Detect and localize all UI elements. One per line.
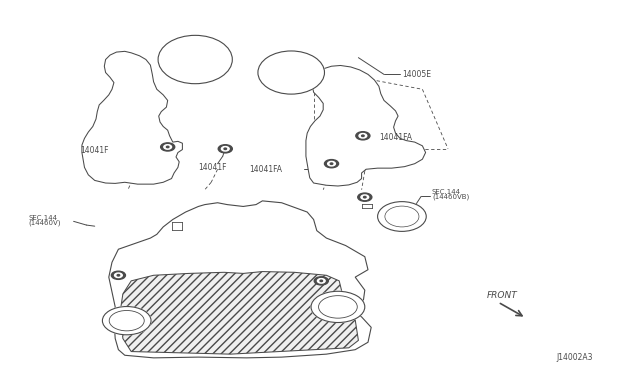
Text: J14002A3: J14002A3 [557, 353, 593, 362]
Circle shape [221, 147, 229, 151]
Circle shape [324, 160, 339, 168]
Circle shape [115, 273, 122, 278]
Polygon shape [120, 272, 358, 354]
Text: (14460V): (14460V) [29, 220, 61, 227]
Polygon shape [306, 65, 426, 186]
Text: (14460VB): (14460VB) [432, 194, 469, 201]
Circle shape [317, 279, 325, 283]
Circle shape [361, 195, 369, 199]
Circle shape [314, 277, 328, 285]
Circle shape [161, 143, 175, 151]
Circle shape [359, 134, 367, 138]
Circle shape [102, 307, 151, 335]
Circle shape [311, 291, 365, 323]
Text: 14041FA: 14041FA [380, 133, 413, 142]
Circle shape [356, 132, 370, 140]
Ellipse shape [378, 202, 426, 231]
Text: SEC.144: SEC.144 [432, 189, 461, 195]
Circle shape [224, 148, 227, 150]
Ellipse shape [258, 51, 324, 94]
Circle shape [164, 145, 172, 149]
Circle shape [117, 275, 120, 276]
Text: FRONT: FRONT [486, 291, 517, 300]
Circle shape [364, 196, 366, 198]
Text: 14005E: 14005E [402, 70, 431, 79]
Circle shape [328, 161, 335, 166]
Polygon shape [109, 201, 371, 358]
Text: 14041F: 14041F [198, 163, 227, 172]
Circle shape [218, 145, 232, 153]
Polygon shape [82, 51, 182, 184]
Ellipse shape [158, 35, 232, 84]
Circle shape [358, 193, 372, 201]
Circle shape [111, 271, 125, 279]
Circle shape [330, 163, 333, 164]
Text: 14041F: 14041F [80, 146, 109, 155]
Text: SEC.144: SEC.144 [29, 215, 58, 221]
Text: 14041FA: 14041FA [250, 165, 283, 174]
Circle shape [320, 280, 323, 282]
Circle shape [362, 135, 364, 137]
Circle shape [166, 146, 169, 148]
